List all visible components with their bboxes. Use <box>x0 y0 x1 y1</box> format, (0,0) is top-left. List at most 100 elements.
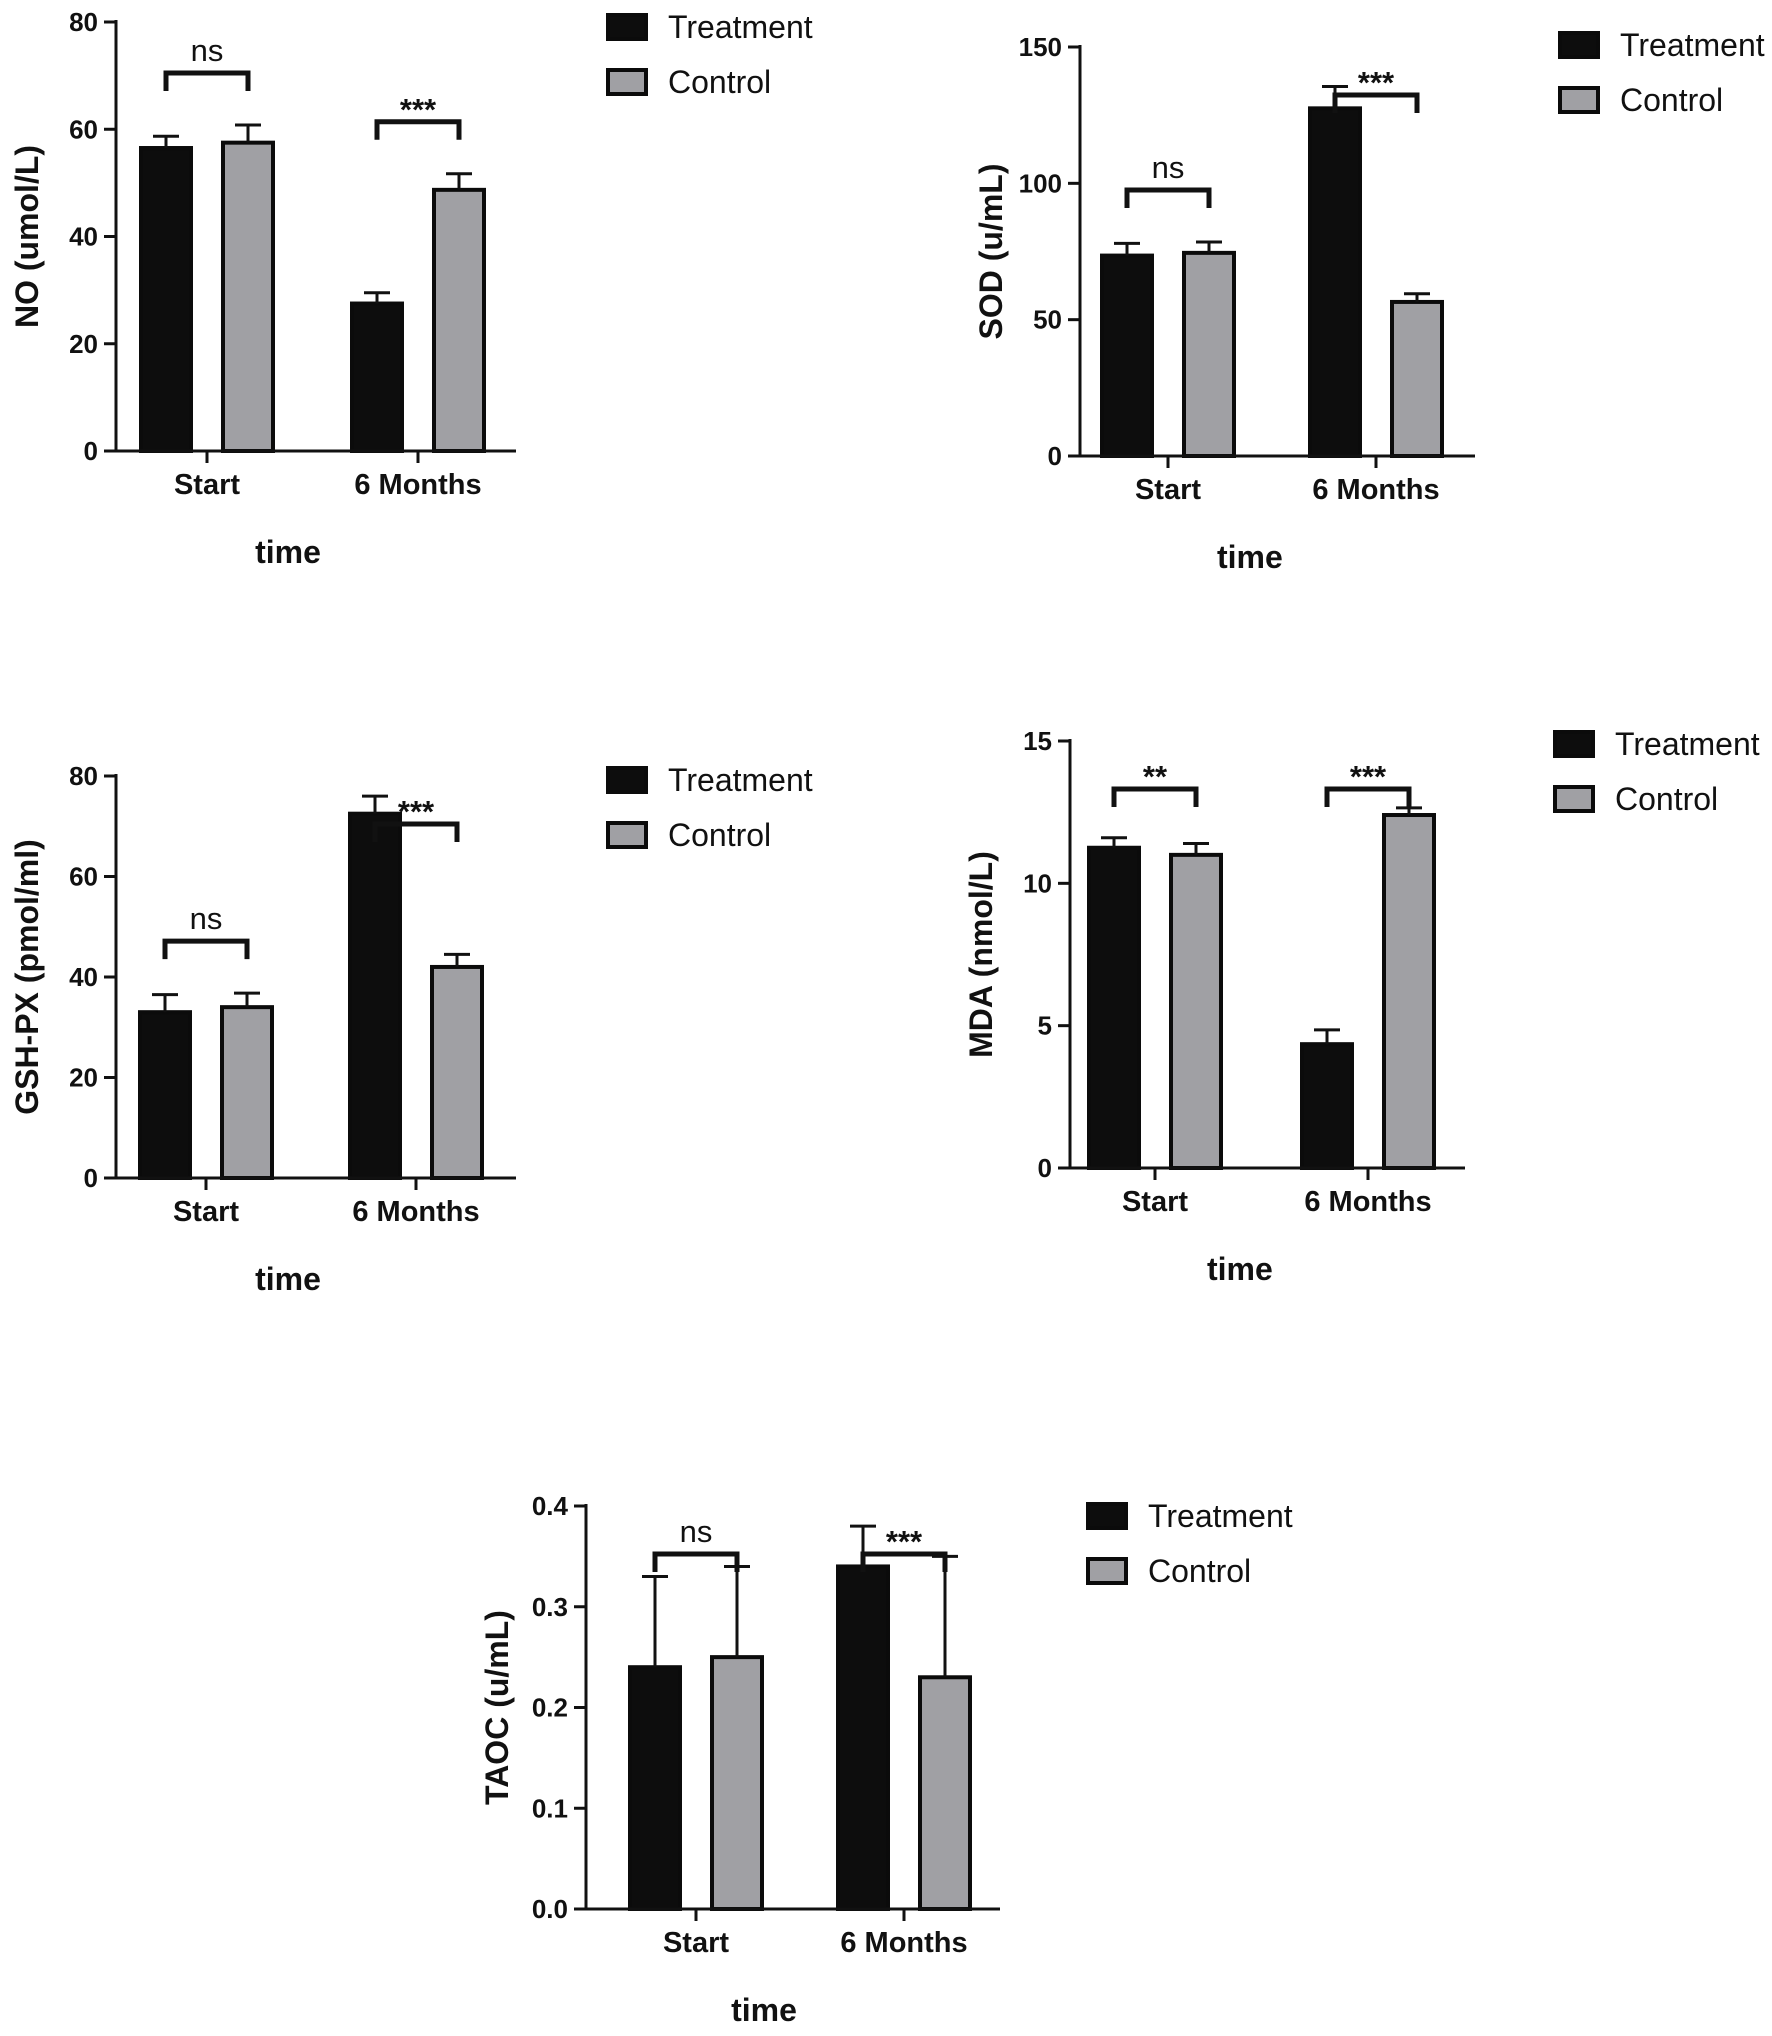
bar-treatment-1 <box>348 811 402 1180</box>
legend-label: Control <box>1615 781 1718 817</box>
bar-treatment-1 <box>350 301 404 453</box>
y-tick-label: 60 <box>69 862 98 892</box>
legend-swatch-treatment <box>1558 31 1600 59</box>
y-tick-label: 80 <box>69 761 98 791</box>
x-tick-label: 6 Months <box>1312 474 1439 506</box>
x-axis-title: time <box>731 1992 797 2028</box>
bar-treatment-1 <box>1308 106 1362 458</box>
chart-panel-3: 0 20 40 60 80 Start 6 Months time GSH-PX (pmol/m… <box>9 761 813 1297</box>
bar-treatment-0 <box>138 1010 192 1180</box>
bar-control-1 <box>432 187 486 453</box>
bar-control-1 <box>430 964 484 1181</box>
significance-bracket <box>372 821 460 842</box>
chart-panel-5: 0.0 0.1 0.2 0.3 0.4 Start 6 Months time TAOC (u/… <box>479 1491 1293 2028</box>
legend-swatch-treatment <box>1553 730 1595 758</box>
legend-swatch-control <box>606 821 648 849</box>
legend-swatch-treatment <box>606 13 648 41</box>
bar-control-1 <box>1390 299 1444 458</box>
significance-label: ns <box>191 33 224 68</box>
y-tick-label: 100 <box>1019 168 1062 198</box>
significance-label: *** <box>400 92 437 127</box>
significance-bracket <box>860 1551 948 1572</box>
chart-panel-1: 0 20 40 60 80 Start 6 Months time NO (umol/L) ns *… <box>9 7 813 570</box>
bar-control-0 <box>710 1655 764 1911</box>
legend-label: Control <box>1148 1553 1251 1589</box>
y-axis-title: SOD (u/mL) <box>973 164 1009 340</box>
x-tick-label: Start <box>173 1196 239 1228</box>
legend-label: Control <box>1620 82 1723 118</box>
bar-control-0 <box>220 1005 274 1181</box>
significance-label: *** <box>886 1524 923 1559</box>
bar-treatment-1 <box>836 1564 890 1911</box>
legend-label: Treatment <box>668 9 813 45</box>
significance-bracket <box>162 938 250 960</box>
y-tick-label: 80 <box>69 7 98 37</box>
bar-treatment-0 <box>1100 253 1154 458</box>
significance-bracket <box>652 1551 740 1572</box>
x-tick-label: 6 Months <box>1304 1186 1431 1218</box>
significance-bracket <box>1332 92 1420 113</box>
y-tick-label: 0.3 <box>532 1592 568 1622</box>
y-axis-title: MDA (nmol/L) <box>963 851 999 1058</box>
x-tick-label: Start <box>1122 1186 1188 1218</box>
y-tick-label: 0.1 <box>532 1793 568 1823</box>
y-tick-label: 40 <box>69 222 98 252</box>
bar-treatment-0 <box>1087 845 1141 1170</box>
y-tick-label: 60 <box>69 114 98 144</box>
bar-treatment-1 <box>1300 1042 1354 1171</box>
x-axis-title: time <box>255 1261 321 1297</box>
significance-bracket <box>163 70 251 91</box>
y-tick-label: 50 <box>1033 305 1062 335</box>
y-tick-label: 0 <box>84 1163 98 1193</box>
x-tick-label: Start <box>1135 474 1201 506</box>
x-tick-label: Start <box>174 469 240 501</box>
chart-panel-2: 0 50 100 150 Start 6 Months time SOD (u/mL) ns **… <box>973 27 1765 575</box>
significance-bracket <box>1124 187 1212 208</box>
x-axis-title: time <box>255 534 321 570</box>
y-tick-label: 40 <box>69 962 98 992</box>
significance-label: ns <box>680 1514 713 1549</box>
significance-bracket <box>1111 786 1199 807</box>
y-axis-title: NO (umol/L) <box>9 145 45 328</box>
y-tick-label: 10 <box>1023 868 1052 898</box>
y-tick-label: 20 <box>69 1063 98 1093</box>
significance-bracket <box>374 119 462 140</box>
y-tick-label: 15 <box>1023 726 1052 756</box>
x-tick-label: 6 Months <box>840 1927 967 1959</box>
x-axis-title: time <box>1207 1251 1273 1287</box>
legend-label: Control <box>668 817 771 853</box>
bar-treatment-0 <box>139 146 193 454</box>
legend-swatch-control <box>1553 785 1595 813</box>
y-tick-label: 0 <box>1038 1153 1052 1183</box>
y-tick-label: 0.0 <box>532 1894 568 1924</box>
legend-label: Treatment <box>668 762 813 798</box>
legend-swatch-treatment <box>606 766 648 794</box>
y-axis-title: TAOC (u/mL) <box>479 1610 515 1805</box>
significance-label: *** <box>1350 759 1387 794</box>
x-tick-label: 6 Months <box>352 1196 479 1228</box>
legend-swatch-treatment <box>1086 1502 1128 1530</box>
y-axis-title: GSH-PX (pmol/ml) <box>9 839 45 1115</box>
legend-label: Control <box>668 64 771 100</box>
x-tick-label: Start <box>663 1927 729 1959</box>
significance-label: *** <box>398 794 435 829</box>
significance-label: ns <box>1152 150 1185 185</box>
y-tick-label: 0.4 <box>532 1491 569 1521</box>
legend-swatch-control <box>1086 1557 1128 1585</box>
bar-control-1 <box>918 1675 972 1912</box>
legend-label: Treatment <box>1148 1498 1293 1534</box>
legend-label: Treatment <box>1615 726 1760 762</box>
y-tick-label: 0 <box>1048 441 1062 471</box>
bar-control-1 <box>1382 813 1436 1170</box>
legend-label: Treatment <box>1620 27 1765 63</box>
significance-label: ns <box>190 901 223 936</box>
y-tick-label: 5 <box>1038 1011 1052 1041</box>
y-tick-label: 20 <box>69 329 98 359</box>
bar-treatment-0 <box>628 1665 682 1911</box>
legend-swatch-control <box>606 68 648 96</box>
significance-label: ** <box>1143 759 1168 794</box>
significance-label: *** <box>1358 65 1395 100</box>
bar-control-0 <box>221 140 275 453</box>
